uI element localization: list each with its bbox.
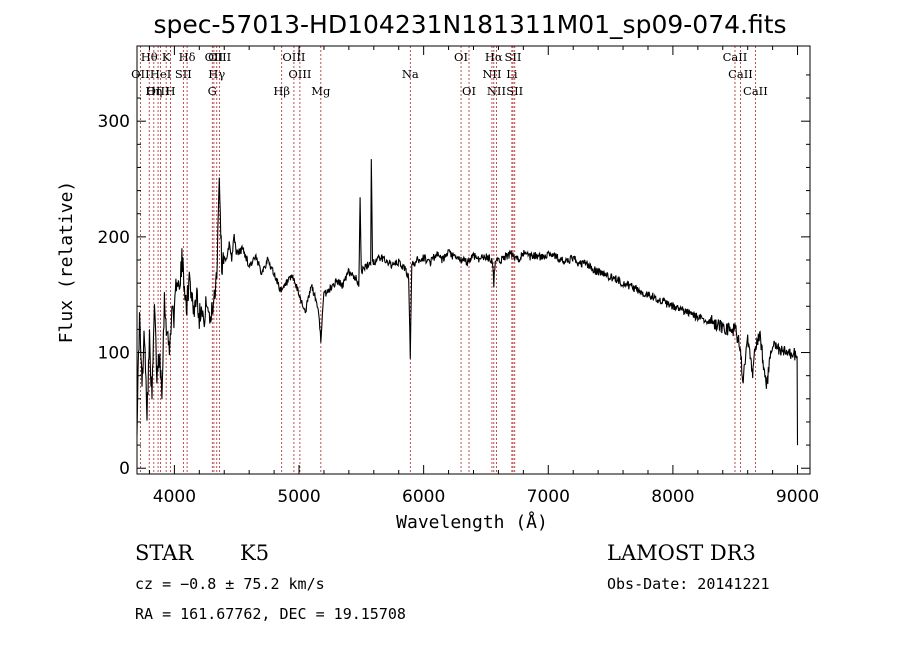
line-label-1: OII <box>131 67 150 81</box>
x-tick-label-6000: 6000 <box>402 487 445 507</box>
chart-title: spec-57013-HD104231N181311M01_sp09-074.f… <box>153 10 786 39</box>
x-axis-ticks: 4000 5000 6000 7000 8000 9000 <box>148 46 819 507</box>
redshift-text: cz = −0.8 ± 75.2 km/s <box>135 575 325 593</box>
y-tick-label-100: 100 <box>98 344 130 364</box>
line-label-27: CaII <box>728 67 753 81</box>
x-tick-label-5000: 5000 <box>277 487 320 507</box>
spectrum-line <box>136 159 799 446</box>
line-label-10: Hγ <box>208 67 225 81</box>
plot-frame <box>136 45 811 475</box>
x-tick-label-8000: 8000 <box>651 487 694 507</box>
line-label-28: CaII <box>743 84 768 98</box>
survey-name: LAMOST DR3 <box>607 541 756 565</box>
line-label-5: Hη <box>145 84 162 98</box>
x-tick-label-4000: 4000 <box>153 487 196 507</box>
line-label-18: OI <box>454 50 468 64</box>
coordinates-text: RA = 161.67762, DEC = 19.15708 <box>135 605 406 623</box>
line-label-7: Hδ <box>179 50 196 64</box>
x-tick-label-9000: 9000 <box>776 487 819 507</box>
line-label-13: Hβ <box>273 84 290 98</box>
object-class: STAR <box>135 541 194 565</box>
line-label-24: Li <box>506 67 518 81</box>
line-label-21: NII <box>482 67 501 81</box>
line-label-4: HeI <box>150 67 171 81</box>
spectral-line-markers <box>139 46 756 474</box>
y-axis-label: Flux (relative) <box>56 181 77 344</box>
line-label-26: CaII <box>723 50 748 64</box>
y-axis-ticks: 0 100 200 300 <box>98 74 810 479</box>
obs-date-text: Obs-Date: 20141221 <box>607 575 770 593</box>
line-label-8: SII <box>175 67 192 81</box>
line-label-15: OIII <box>288 67 311 81</box>
y-tick-label-300: 300 <box>98 112 130 132</box>
line-label-12: OIII <box>208 50 231 64</box>
x-axis-label: Wavelength (Å) <box>396 511 548 533</box>
x-tick-label-7000: 7000 <box>527 487 570 507</box>
y-tick-label-200: 200 <box>98 228 130 248</box>
y-tick-label-0: 0 <box>119 459 130 479</box>
line-label-11: G <box>208 84 217 98</box>
line-label-0: Hθ <box>141 50 158 64</box>
line-label-2: OIII <box>147 84 170 98</box>
line-label-19: OI <box>462 84 476 98</box>
line-label-6: H <box>166 84 176 98</box>
line-label-22: NII <box>487 84 506 98</box>
subclass: K5 <box>240 541 269 565</box>
line-label-9: OII <box>205 50 224 64</box>
line-label-17: Na <box>402 67 419 81</box>
line-label-25: SII <box>506 84 523 98</box>
line-label-3: K <box>162 50 171 64</box>
line-label-20: Hα <box>485 50 503 64</box>
line-label-23: SII <box>505 50 522 64</box>
line-label-14: OIII <box>282 50 305 64</box>
line-label-16: Mg <box>311 84 331 98</box>
